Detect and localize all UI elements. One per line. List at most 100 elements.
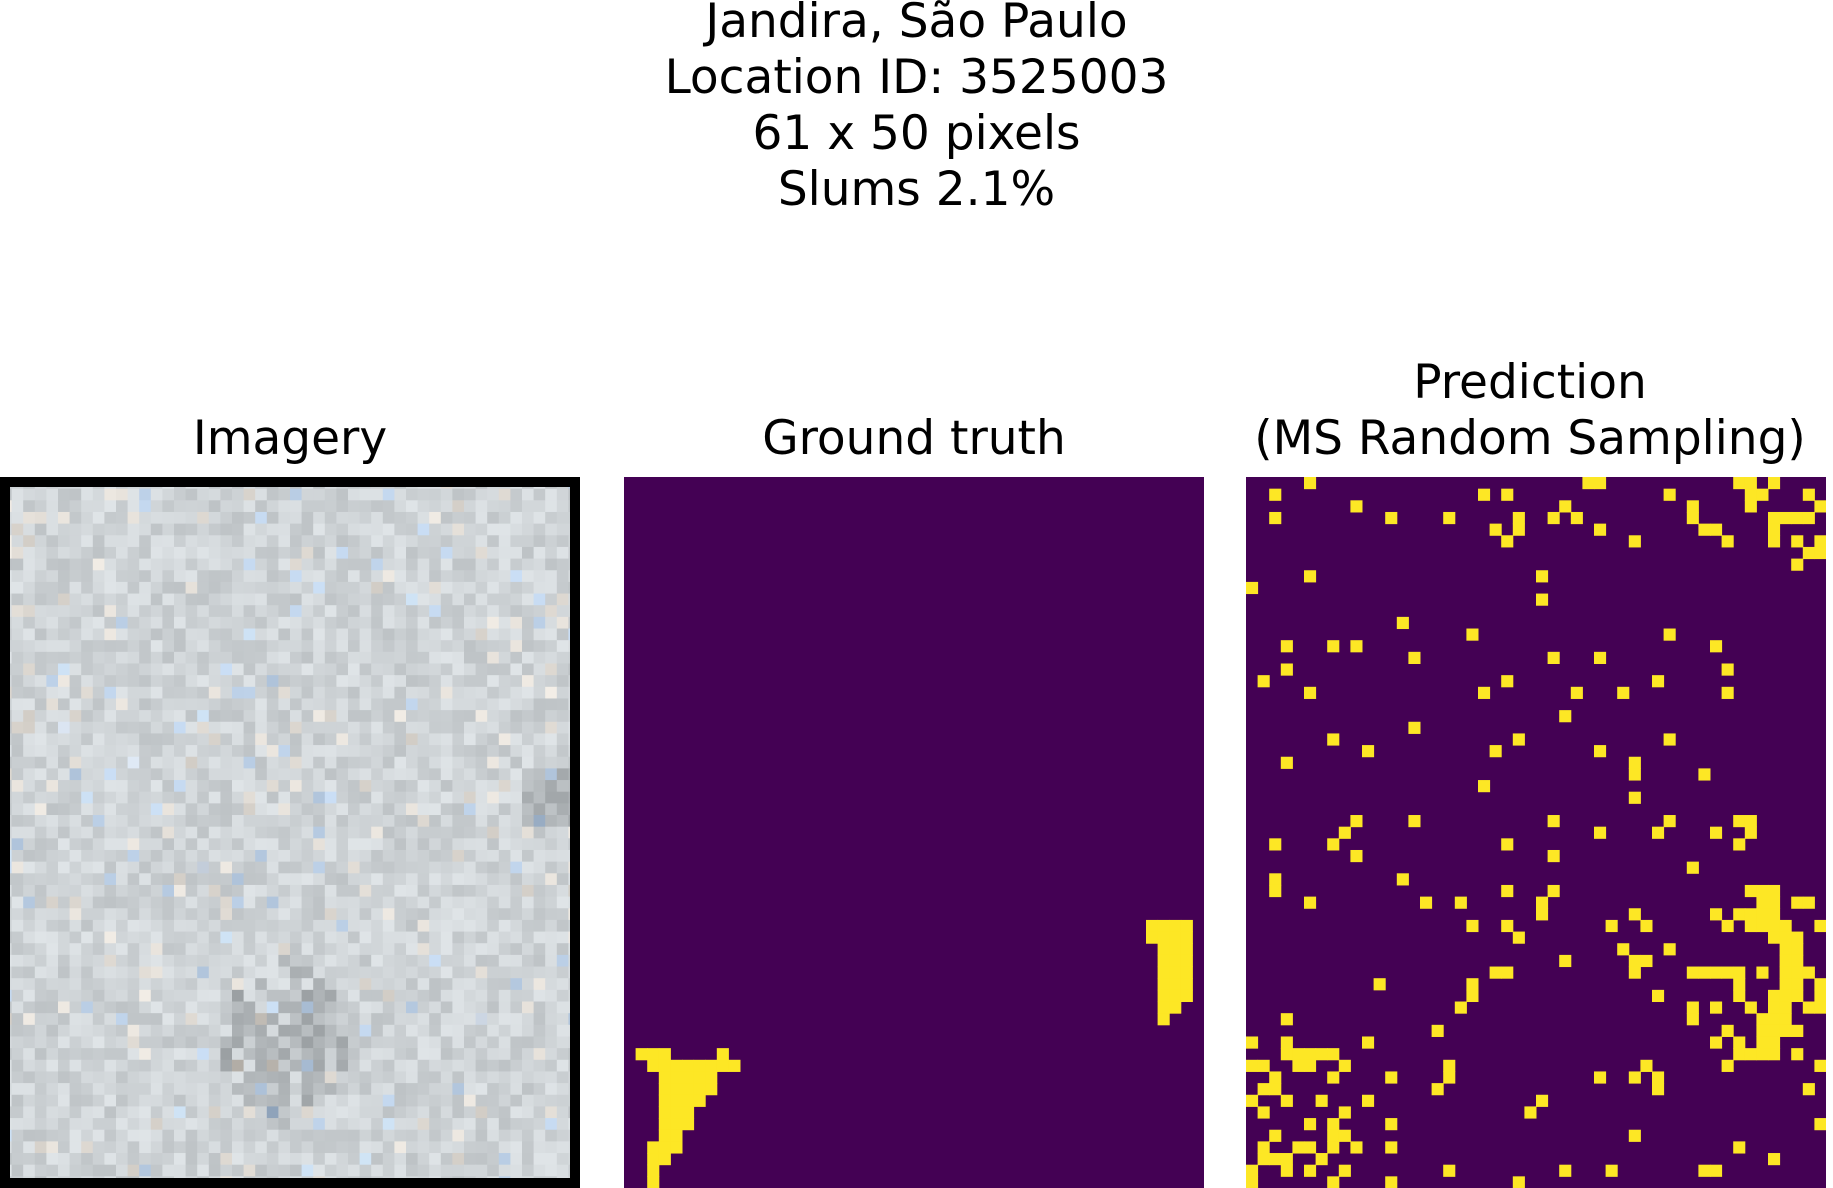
imagery-pixel (266, 861, 279, 874)
imagery-pixel (359, 815, 372, 828)
imagery-pixel (533, 1024, 546, 1037)
imagery-pixel (510, 989, 523, 1003)
imagery-pixel (139, 873, 152, 886)
imagery-pixel (220, 570, 233, 583)
imagery-pixel (348, 698, 361, 711)
imagery-pixel (208, 593, 221, 606)
imagery-pixel (69, 535, 82, 548)
imagery-pixel (127, 815, 140, 828)
imagery-pixel (359, 896, 372, 909)
imagery-pixel (116, 663, 129, 676)
imagery-pixel (266, 768, 279, 781)
imagery-pixel (11, 1071, 24, 1084)
imagery-pixel (417, 640, 430, 653)
imagery-pixel (92, 675, 105, 688)
imagery-pixel (139, 966, 152, 979)
imagery-pixel (406, 558, 419, 571)
imagery-pixel (382, 1071, 395, 1084)
imagery-pixel (58, 768, 71, 781)
imagery-pixel (475, 768, 488, 781)
imagery-pixel (116, 826, 129, 839)
imagery-pixel (116, 1036, 129, 1049)
imagery-pixel (266, 966, 279, 979)
imagery-pixel (545, 826, 558, 839)
imagery-pixel (394, 1118, 407, 1131)
imagery-pixel (324, 721, 337, 734)
imagery-pixel (208, 780, 221, 793)
imagery-pixel (127, 640, 140, 653)
imagery-pixel (104, 989, 117, 1003)
imagery-pixel (371, 710, 384, 723)
imagery-pixel (34, 954, 47, 968)
suptitle-slum-share: Slums 2.1% (777, 162, 1056, 217)
imagery-pixel (185, 780, 198, 793)
imagery-pixel (475, 919, 488, 933)
imagery-pixel (429, 675, 442, 688)
prediction-slum-pixel (1814, 1118, 1826, 1131)
imagery-pixel (290, 546, 303, 560)
imagery-pixel (382, 1001, 395, 1014)
imagery-pixel (220, 605, 233, 618)
imagery-pixel (336, 511, 349, 525)
imagery-pixel (220, 791, 233, 804)
imagery-pixel (69, 756, 82, 769)
imagery-pixel (336, 651, 349, 664)
imagery-pixel (266, 1001, 279, 1014)
imagery-pixel (266, 873, 279, 886)
imagery-pixel (220, 815, 233, 828)
imagery-pixel (150, 1141, 163, 1154)
imagery-pixel (498, 640, 511, 653)
imagery-pixel (81, 686, 94, 699)
imagery-pixel (185, 535, 198, 548)
imagery-pixel (440, 570, 453, 583)
imagery-pixel (336, 1048, 349, 1061)
ground-truth-slum-pixel (728, 1059, 741, 1072)
imagery-pixel (429, 768, 442, 781)
prediction-slum-pixel (1721, 966, 1734, 979)
prediction-slum-pixel (1501, 488, 1514, 501)
imagery-pixel (34, 873, 47, 886)
imagery-pixel (510, 978, 523, 991)
imagery-pixel (522, 710, 535, 723)
imagery-pixel (429, 1106, 442, 1119)
imagery-pixel (46, 989, 59, 1003)
imagery-pixel (139, 1059, 152, 1072)
imagery-pixel (556, 616, 569, 630)
imagery-pixel (406, 896, 419, 909)
prediction-slum-pixel (1443, 511, 1456, 525)
imagery-pixel (139, 511, 152, 525)
imagery-pixel (81, 628, 94, 641)
prediction-slum-pixel (1280, 1094, 1293, 1107)
imagery-pixel (406, 1059, 419, 1072)
imagery-pixel (522, 1013, 535, 1026)
imagery-pixel (324, 873, 337, 886)
imagery-pixel (208, 558, 221, 571)
imagery-pixel (127, 1013, 140, 1026)
imagery-pixel (34, 919, 47, 933)
imagery-pixel (150, 873, 163, 886)
imagery-pixel (301, 640, 314, 653)
imagery-pixel (452, 1164, 465, 1177)
imagery-pixel (243, 558, 256, 571)
prediction-slum-pixel (1559, 954, 1572, 968)
imagery-pixel (510, 1164, 523, 1177)
imagery-pixel (243, 931, 256, 944)
imagery-pixel (139, 989, 152, 1003)
imagery-pixel (359, 651, 372, 664)
imagery-pixel (545, 698, 558, 711)
imagery-pixel (174, 768, 187, 781)
imagery-pixel (208, 1036, 221, 1049)
imagery-pixel (81, 803, 94, 816)
prediction-slum-pixel (1779, 511, 1792, 525)
imagery-pixel (440, 593, 453, 606)
imagery-pixel (278, 954, 291, 968)
imagery-pixel (127, 1059, 140, 1072)
imagery-pixel (452, 1129, 465, 1142)
imagery-pixel (266, 978, 279, 991)
imagery-pixel (255, 1059, 268, 1072)
imagery-pixel (498, 570, 511, 583)
prediction-slum-pixel (1686, 966, 1699, 979)
imagery-pixel (359, 1106, 372, 1119)
imagery-pixel (440, 989, 453, 1003)
imagery-pixel (464, 721, 477, 734)
